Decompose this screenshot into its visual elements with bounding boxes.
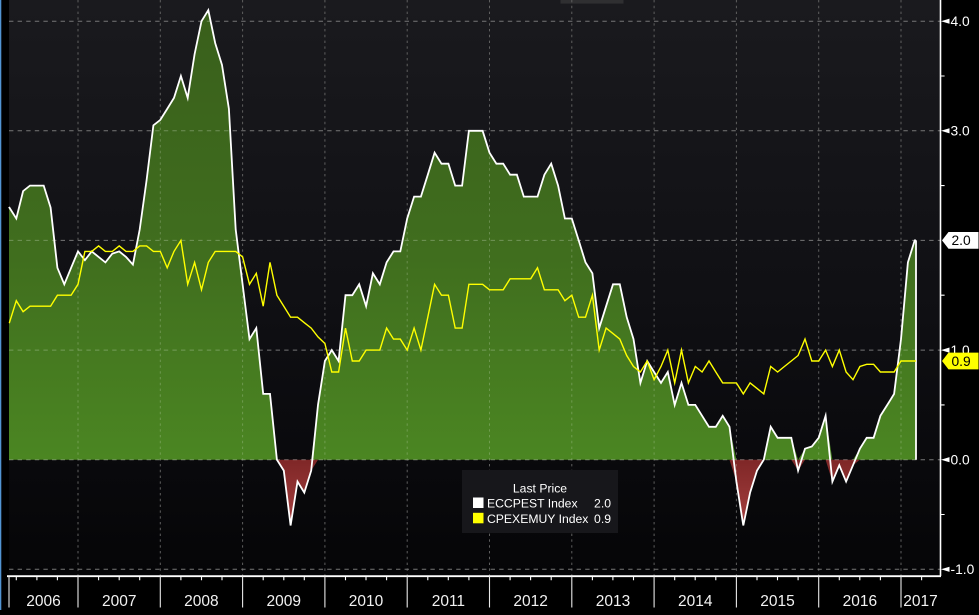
svg-text:2009: 2009 (267, 593, 301, 610)
svg-text:0.9: 0.9 (952, 354, 972, 369)
svg-text:2016: 2016 (843, 593, 877, 610)
svg-text:2.0: 2.0 (594, 497, 611, 511)
svg-text:2007: 2007 (102, 593, 136, 610)
svg-text:2006: 2006 (26, 593, 60, 610)
svg-text:4.0: 4.0 (951, 14, 971, 29)
svg-text:0.0: 0.0 (951, 453, 971, 468)
svg-text:ECCPEST Index: ECCPEST Index (487, 497, 578, 511)
svg-text:CPEXEMUY Index: CPEXEMUY Index (487, 512, 588, 526)
svg-text:2.0: 2.0 (952, 233, 972, 248)
svg-text:2017: 2017 (903, 593, 937, 610)
svg-text:2015: 2015 (760, 593, 794, 610)
svg-text:Last Price: Last Price (513, 482, 567, 496)
svg-text:2011: 2011 (432, 593, 465, 610)
svg-text:2008: 2008 (184, 593, 218, 610)
svg-text:3.0: 3.0 (951, 124, 971, 139)
svg-text:2010: 2010 (349, 593, 384, 610)
svg-text:2014: 2014 (678, 593, 713, 610)
svg-text:-1.0: -1.0 (951, 562, 975, 577)
svg-text:2012: 2012 (513, 593, 547, 610)
svg-text:2013: 2013 (596, 593, 630, 610)
svg-text:0.9: 0.9 (594, 512, 611, 526)
